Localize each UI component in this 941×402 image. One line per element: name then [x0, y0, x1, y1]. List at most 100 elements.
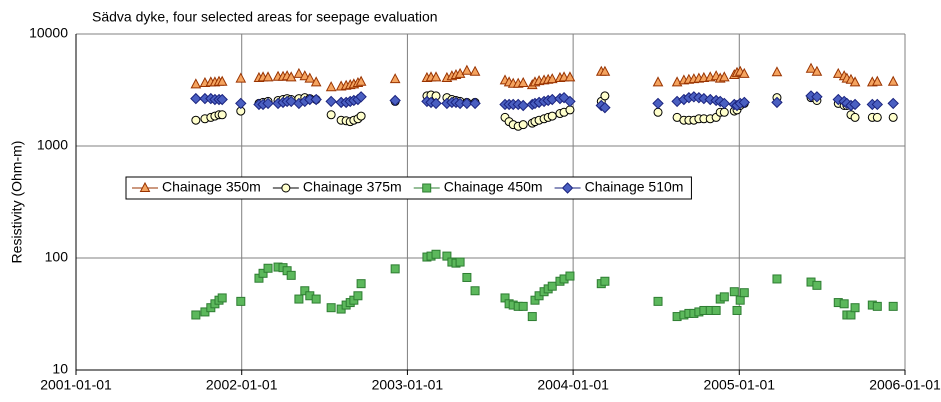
point: [600, 91, 610, 101]
point: [190, 78, 202, 89]
legend-box: [125, 176, 692, 200]
point: [293, 67, 305, 78]
point: [299, 70, 311, 81]
point: [191, 115, 201, 125]
point: [390, 264, 400, 274]
point: [772, 274, 782, 284]
point: [839, 299, 849, 309]
y-axis-label: Resistivity (Ohm-m): [9, 141, 25, 264]
point: [517, 99, 529, 112]
point: [262, 71, 274, 82]
point: [216, 75, 228, 86]
point: [469, 65, 481, 76]
point: [430, 97, 442, 110]
point: [190, 92, 202, 105]
y-tick-label: 100: [45, 249, 69, 265]
point: [310, 93, 322, 106]
x-tick-label: 2001-01-01: [40, 377, 112, 393]
point: [739, 288, 749, 298]
point: [811, 65, 823, 76]
point: [462, 272, 472, 282]
point: [850, 112, 860, 122]
point: [849, 98, 861, 111]
point: [599, 101, 611, 114]
point: [811, 91, 823, 103]
point: [461, 97, 473, 110]
point: [263, 263, 273, 273]
point: [281, 183, 291, 193]
point: [300, 286, 310, 296]
point: [719, 292, 729, 302]
point: [718, 71, 730, 82]
point: [518, 120, 528, 130]
point: [325, 95, 337, 108]
point: [389, 73, 401, 84]
point: [326, 303, 336, 313]
point: [849, 76, 861, 87]
point: [422, 183, 432, 193]
point: [518, 301, 528, 311]
point: [732, 305, 742, 315]
point: [653, 296, 663, 306]
point: [216, 93, 228, 106]
x-tick-label: 2004-01-01: [537, 377, 609, 393]
point: [711, 305, 721, 315]
point: [304, 72, 316, 83]
point: [236, 296, 246, 306]
point: [871, 98, 884, 111]
point: [285, 71, 297, 82]
point: [235, 97, 247, 110]
point: [599, 65, 611, 76]
point: [832, 67, 844, 78]
point: [310, 76, 322, 87]
point: [805, 62, 817, 73]
x-tick-label: 2006-01-01: [869, 377, 941, 393]
point: [191, 310, 201, 320]
point: [565, 271, 575, 281]
point: [217, 110, 227, 120]
point: [461, 64, 473, 75]
x-tick-label: 2005-01-01: [703, 377, 775, 393]
point: [564, 71, 576, 82]
legend-label: Chainage 350m: [162, 179, 261, 195]
point: [455, 257, 465, 267]
point: [564, 95, 576, 108]
point: [871, 75, 883, 86]
point: [527, 312, 537, 322]
point: [872, 112, 882, 122]
point: [217, 293, 227, 303]
point: [771, 66, 783, 77]
point: [286, 270, 296, 280]
point: [139, 181, 151, 192]
point: [356, 279, 366, 289]
point: [547, 111, 557, 121]
point: [652, 76, 664, 87]
point: [718, 97, 731, 110]
y-tick-label: 10: [52, 361, 68, 377]
point: [887, 75, 899, 86]
point: [469, 97, 481, 110]
point: [430, 71, 442, 82]
point: [719, 107, 729, 117]
point: [311, 294, 321, 304]
point: [353, 291, 363, 301]
y-tick-label: 10000: [29, 25, 68, 41]
x-tick-label: 2002-01-01: [206, 377, 278, 393]
point: [812, 280, 822, 290]
point: [294, 294, 304, 304]
point: [285, 95, 297, 108]
point: [887, 97, 899, 110]
point: [738, 96, 750, 109]
point: [389, 94, 401, 107]
point: [355, 91, 367, 103]
y-tick-label: 1000: [37, 137, 68, 153]
point: [431, 249, 441, 259]
point: [235, 72, 247, 83]
point: [653, 107, 663, 117]
point: [561, 182, 574, 194]
point: [262, 97, 274, 110]
point: [546, 73, 558, 84]
chart-title: Sädva dyke, four selected areas for seep…: [92, 9, 438, 25]
point: [872, 301, 882, 311]
